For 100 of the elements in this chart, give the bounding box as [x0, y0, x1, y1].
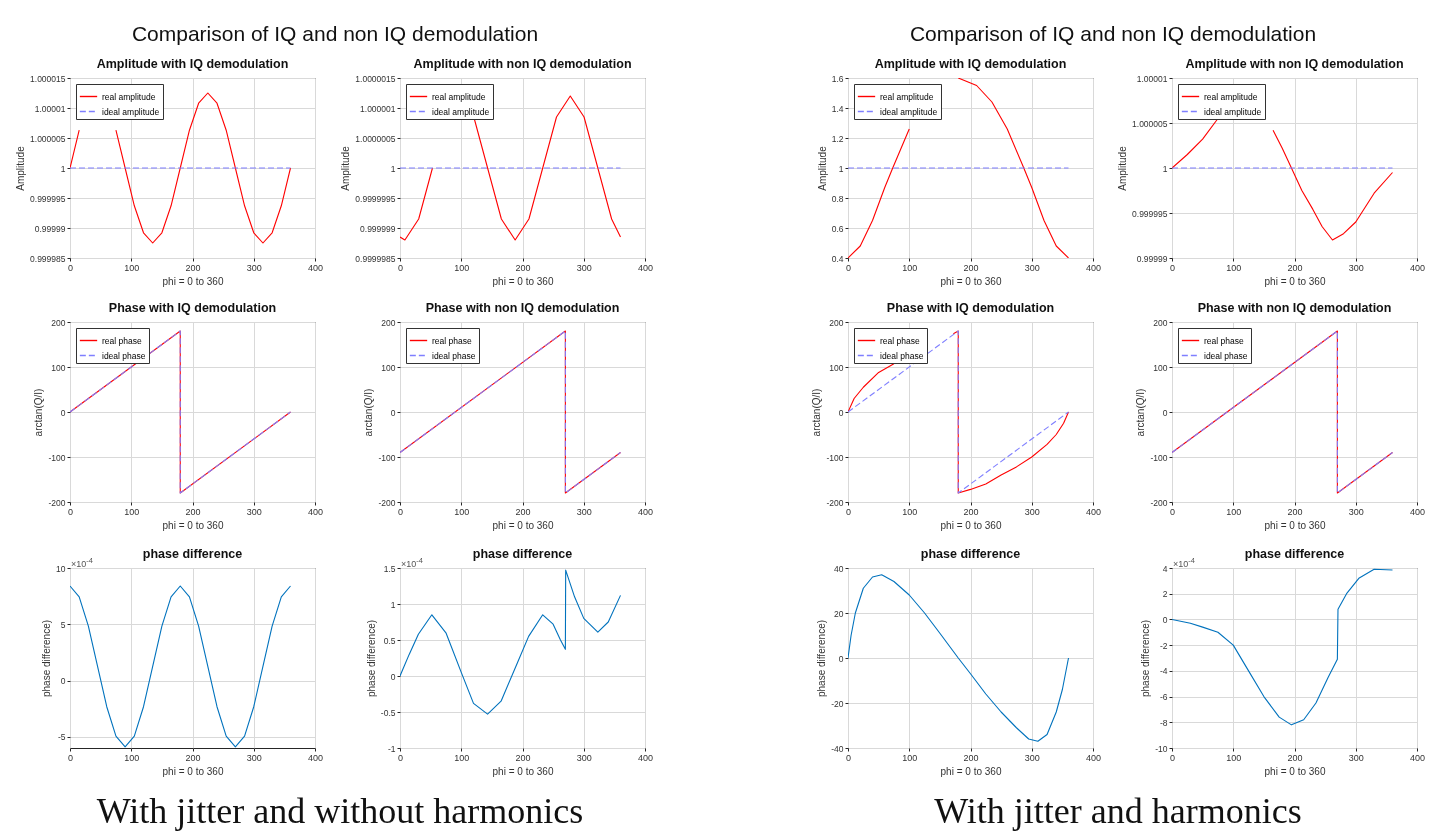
x-tick-label: 100 — [124, 752, 140, 763]
legend-label: real phase — [102, 335, 142, 346]
x-tick-label: 200 — [963, 506, 979, 517]
x-axis-title: phi = 0 to 360 — [492, 519, 554, 531]
x-tick-label: 300 — [576, 506, 592, 517]
x-tick-label: 100 — [902, 506, 918, 517]
x-tick-label: 200 — [515, 506, 531, 517]
x-tick-label: 200 — [963, 752, 979, 763]
y-tick-label: 0 — [1162, 614, 1168, 625]
chart-title: Phase with non IQ demodulation — [1197, 300, 1392, 315]
y-tick-label: 0.99999 — [34, 223, 66, 234]
x-tick-label: 100 — [454, 262, 470, 273]
x-tick-label: 400 — [637, 752, 654, 763]
y-tick-label: 200 — [829, 317, 844, 328]
y-axis-title: Amplitude — [15, 145, 27, 191]
line-series — [400, 569, 622, 715]
y-tick-label: 100 — [381, 362, 396, 373]
y-tick-label: 1 — [838, 163, 844, 174]
y-tick-label: 1.0000015 — [355, 73, 396, 84]
legend-label: real amplitude — [1204, 91, 1258, 102]
y-tick-label: 0.5 — [383, 635, 396, 646]
x-tick-label: 0 — [845, 262, 852, 273]
x-tick-label: 200 — [963, 262, 979, 273]
legend-label: ideal amplitude — [880, 106, 938, 117]
x-tick-label: 0 — [397, 752, 404, 763]
y-axis-title: Amplitude — [340, 145, 352, 191]
x-axis-title: phi = 0 to 360 — [492, 765, 554, 777]
x-axis-title: phi = 0 to 360 — [940, 519, 1002, 531]
y-tick-label: 0 — [390, 671, 396, 682]
x-tick-label: 0 — [1169, 506, 1176, 517]
y-axis-title: Amplitude — [1117, 145, 1129, 191]
x-tick-label: 400 — [307, 506, 324, 517]
y-tick-label: 1.00001 — [34, 103, 66, 114]
x-tick-label: 400 — [1409, 262, 1426, 273]
y-tick-label: -100 — [48, 452, 66, 463]
x-axis-title: phi = 0 to 360 — [492, 275, 554, 287]
y-tick-label: 0 — [60, 407, 66, 418]
y-tick-label: 1.000005 — [1132, 118, 1168, 129]
y-axis-title: Amplitude — [816, 145, 828, 191]
x-tick-label: 200 — [185, 752, 201, 763]
y-tick-label: 5 — [60, 619, 66, 630]
y-tick-label: -4 — [1159, 666, 1168, 677]
y-axis-title: arctan(Q/I) — [33, 388, 45, 437]
line-series — [70, 585, 292, 748]
chart-title: phase difference — [1244, 546, 1345, 561]
x-tick-label: 100 — [124, 506, 140, 517]
legend-label: ideal phase — [432, 350, 476, 361]
y-tick-label: -200 — [826, 497, 844, 508]
y-tick-label: 200 — [51, 317, 66, 328]
y-axis-title: arctan(Q/I) — [1135, 388, 1147, 437]
x-tick-label: 400 — [1409, 752, 1426, 763]
annotation: ×10$^{-4}$ — [71, 556, 93, 569]
y-tick-label: 1.000005 — [30, 133, 66, 144]
y-tick-label: 1 — [60, 163, 66, 174]
y-tick-label: 1.4 — [831, 103, 844, 114]
x-tick-label: 400 — [1085, 752, 1102, 763]
x-tick-label: 100 — [1226, 752, 1242, 763]
y-tick-label: -100 — [1150, 452, 1168, 463]
x-tick-label: 200 — [185, 506, 201, 517]
y-tick-label: -10 — [1155, 743, 1168, 754]
y-tick-label: 0.8 — [831, 193, 844, 204]
x-tick-label: 300 — [1024, 262, 1040, 273]
y-axis-title: arctan(Q/I) — [811, 388, 823, 437]
x-tick-label: 200 — [1287, 262, 1303, 273]
x-tick-label: 300 — [1024, 752, 1040, 763]
x-tick-label: 300 — [1348, 506, 1364, 517]
y-tick-label: 0 — [390, 407, 396, 418]
chart-title: Phase with IQ demodulation — [886, 300, 1055, 315]
y-axis-title: phase difference) — [365, 619, 377, 698]
x-tick-label: 300 — [576, 262, 592, 273]
y-tick-label: 1.5 — [383, 563, 396, 574]
chart-title: Amplitude with IQ demodulation — [874, 56, 1067, 71]
x-tick-label: 100 — [124, 262, 140, 273]
y-tick-label: 0 — [838, 653, 844, 664]
x-tick-label: 0 — [67, 752, 74, 763]
legend-label: ideal amplitude — [102, 106, 160, 117]
x-tick-label: 300 — [1348, 262, 1364, 273]
x-tick-label: 300 — [246, 752, 262, 763]
x-tick-label: 300 — [246, 506, 262, 517]
y-axis-title: phase difference) — [816, 619, 828, 698]
x-tick-label: 0 — [67, 506, 74, 517]
y-tick-label: 0.999999 — [360, 223, 396, 234]
y-tick-label: 10 — [56, 563, 66, 574]
legend-label: real phase — [880, 335, 920, 346]
y-tick-label: 200 — [381, 317, 396, 328]
x-tick-label: 300 — [1348, 752, 1364, 763]
legend-label: ideal amplitude — [1204, 106, 1262, 117]
y-tick-label: 1 — [390, 599, 396, 610]
annotation: ×10$^{-4}$ — [401, 556, 423, 569]
x-axis-title: phi = 0 to 360 — [162, 519, 224, 531]
y-tick-label: 0.99999 — [1136, 253, 1168, 264]
y-tick-label: 0 — [838, 407, 844, 418]
x-axis-title: phi = 0 to 360 — [940, 765, 1002, 777]
x-tick-label: 200 — [185, 262, 201, 273]
y-tick-label: 1 — [1162, 163, 1168, 174]
y-tick-label: 4 — [1162, 563, 1168, 574]
x-axis-title: phi = 0 to 360 — [1264, 275, 1326, 287]
x-tick-label: 100 — [1226, 262, 1242, 273]
x-tick-label: 0 — [845, 752, 852, 763]
x-axis-title: phi = 0 to 360 — [1264, 519, 1326, 531]
